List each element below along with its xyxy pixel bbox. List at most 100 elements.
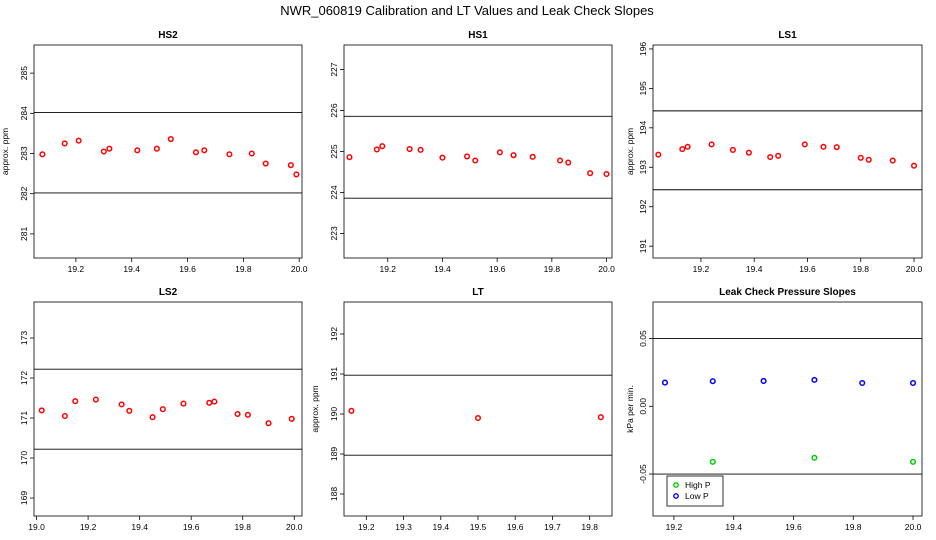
data-point: [262, 160, 269, 167]
data-point: [811, 454, 818, 461]
y-tick-label: 172: [19, 371, 29, 385]
data-point: [287, 162, 294, 169]
data-point: [510, 152, 517, 159]
data-point: [909, 458, 917, 465]
y-axis-label: approx. ppm: [0, 128, 10, 175]
x-tick-label: 19.5: [470, 522, 487, 532]
panel-leak-check: Leak Check Pressure Slopes 19.2 19.4 19.6 19…: [625, 287, 923, 532]
data-point: [153, 145, 160, 152]
data-point: [556, 157, 564, 164]
x-tick-label: 19.7: [544, 522, 561, 532]
x-tick-label: 19.6: [799, 264, 816, 274]
y-tick-label: 190: [329, 407, 339, 421]
data-point: [379, 143, 386, 150]
y-tick-label: 192: [329, 327, 339, 341]
data-point: [472, 157, 479, 164]
data-point: [72, 398, 79, 405]
data-point: [833, 144, 840, 151]
main-title: NWR_060819 Calibration and LT Values and…: [280, 3, 654, 18]
data-point: [75, 137, 82, 144]
y-tick-label: -0.05: [638, 464, 648, 484]
x-tick-label: 20.0: [906, 264, 923, 274]
data-point: [801, 141, 808, 148]
plot-frame: [652, 301, 923, 517]
y-tick-label: 189: [329, 447, 339, 461]
data-point: [709, 458, 716, 465]
x-tick-label: 19.4: [433, 522, 450, 532]
x-tick-label: 19.8: [852, 264, 869, 274]
data-point: [126, 407, 133, 414]
x-tick-label: 19.0: [28, 522, 45, 532]
y-axis-label: kPa per min.: [625, 385, 635, 433]
y-tick-label: 282: [19, 186, 29, 200]
x-tick-label: 19.6: [489, 264, 506, 274]
panel-title: HS2: [158, 30, 178, 41]
panel-title: HS1: [468, 30, 488, 41]
y-tick-label: 284: [19, 106, 29, 120]
data-point: [134, 147, 141, 154]
data-point: [201, 147, 208, 154]
data-point: [211, 398, 218, 405]
data-point: [293, 171, 300, 178]
data-point: [529, 153, 536, 160]
series-high-p: [709, 454, 917, 465]
x-tick-label: 19.2: [358, 522, 375, 532]
plot-frame: [33, 301, 303, 517]
data-point: [61, 412, 68, 420]
data-point: [39, 151, 46, 158]
data-point: [767, 153, 774, 161]
data-point: [373, 146, 380, 153]
data-point: [226, 151, 233, 158]
data-point: [655, 151, 662, 158]
data-point: [180, 400, 187, 407]
y-tick-label: 0.05: [638, 330, 648, 347]
data-point: [149, 414, 156, 421]
x-tick-label: 19.6: [507, 522, 524, 532]
series-0: [655, 141, 918, 169]
y-tick-label: 191: [638, 239, 648, 253]
x-tick-label: 19.8: [234, 522, 251, 532]
y-tick-label: 193: [638, 160, 648, 174]
data-point: [265, 420, 272, 427]
plot-frame: [652, 44, 923, 259]
data-point: [92, 396, 99, 403]
data-point: [167, 135, 174, 143]
x-tick-label: 19.2: [80, 522, 97, 532]
plot-frame: [343, 301, 613, 517]
data-point: [106, 145, 113, 152]
data-point: [684, 143, 691, 150]
data-point: [248, 150, 255, 157]
legend-marker: [673, 493, 679, 499]
y-tick-label: 224: [329, 185, 339, 199]
x-tick-label: 19.8: [544, 264, 561, 274]
y-tick-label: 170: [19, 451, 29, 465]
data-point: [244, 411, 251, 418]
y-tick-label: 226: [329, 103, 339, 117]
data-point: [661, 379, 669, 386]
x-tick-label: 19.4: [746, 264, 763, 274]
series-0: [38, 396, 295, 427]
x-tick-label: 19.6: [183, 522, 200, 532]
data-point: [857, 154, 864, 161]
data-point: [118, 401, 125, 408]
y-tick-label: 227: [329, 62, 339, 76]
data-point: [100, 148, 107, 155]
x-tick-label: 19.3: [395, 522, 412, 532]
panel-hs1: HS1 19.2 19.4 19.6 19.8 20.0 223 224 225 226 227: [329, 30, 615, 274]
x-tick-label: 20.0: [286, 522, 303, 532]
y-tick-label: 191: [329, 367, 339, 381]
x-tick-label: 19.2: [379, 264, 396, 274]
data-point: [811, 376, 818, 383]
data-point: [820, 143, 827, 150]
data-point: [708, 141, 715, 148]
data-point: [348, 407, 355, 414]
legend-label: Low P: [685, 491, 709, 501]
data-point: [745, 149, 752, 156]
data-point: [709, 378, 716, 385]
panel-ls2: LS2 19.0 19.2 19.4 19.6 19.8 20.0 169 170 171 172 1…: [19, 287, 303, 532]
panel-title: LS1: [778, 30, 797, 41]
data-point: [889, 157, 896, 164]
legend-box: [666, 475, 724, 507]
series-0: [39, 135, 300, 178]
